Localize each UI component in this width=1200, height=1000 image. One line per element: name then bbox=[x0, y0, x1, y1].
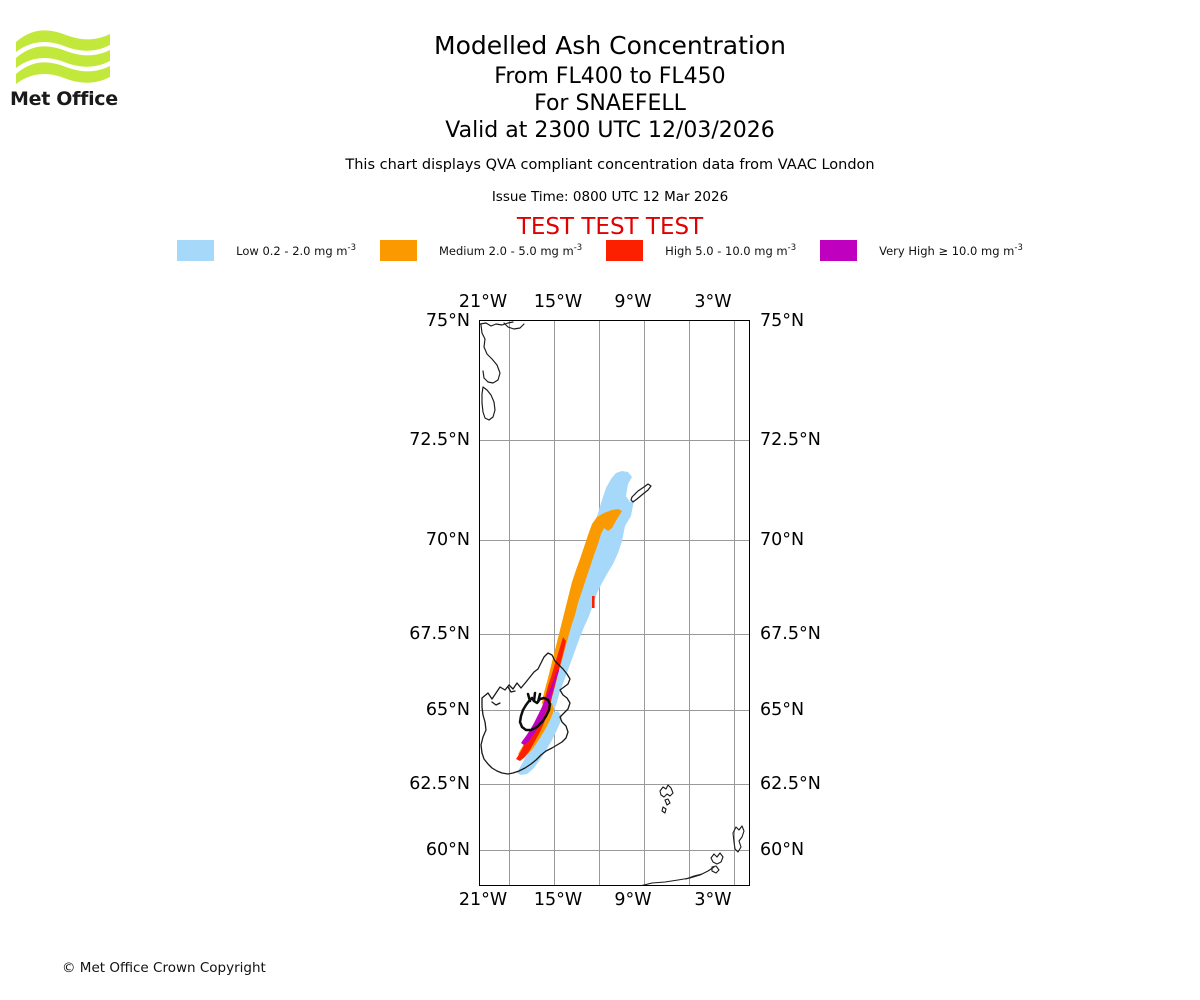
map-plot-area bbox=[479, 320, 750, 886]
legend-label-very-high: Very High ≥ 10.0 mg m-3 bbox=[879, 243, 1023, 258]
x-tick-top-3: 3°W bbox=[694, 292, 732, 312]
gridline-vertical bbox=[644, 321, 645, 885]
legend-item-high: High 5.0 - 10.0 mg m-3 bbox=[606, 240, 796, 261]
gridline-horizontal bbox=[480, 634, 749, 635]
legend-item-very-high: Very High ≥ 10.0 mg m-3 bbox=[820, 240, 1023, 261]
x-tick-top-0: 21°W bbox=[458, 292, 508, 312]
qva-note: This chart displays QVA compliant concen… bbox=[345, 157, 875, 173]
ash-contour-high bbox=[516, 637, 566, 761]
ash-contour-medium bbox=[542, 509, 622, 710]
ash-speck-high bbox=[592, 596, 595, 608]
legend-swatch-low bbox=[177, 240, 215, 261]
glacier-outline bbox=[518, 691, 552, 732]
x-tick-bottom-2: 9°W bbox=[614, 890, 652, 910]
y-tick-right-2: 70°N bbox=[760, 530, 805, 550]
coastline-faroe-islands bbox=[659, 784, 674, 814]
y-tick-right-5: 62.5°N bbox=[760, 774, 821, 794]
y-tick-right-6: 60°N bbox=[760, 840, 805, 860]
gridline-horizontal bbox=[480, 710, 749, 711]
y-tick-left-0: 75°N bbox=[425, 311, 470, 331]
y-tick-left-4: 65°N bbox=[425, 700, 470, 720]
flight-level-range: From FL400 to FL450 bbox=[494, 64, 726, 89]
volcano-name-line: For SNAEFELL bbox=[534, 91, 686, 116]
coastline-scotland bbox=[641, 852, 724, 885]
concentration-legend: Low 0.2 - 2.0 mg m-3 Medium 2.0 - 5.0 mg… bbox=[0, 240, 1200, 261]
issue-time: Issue Time: 0800 UTC 12 Mar 2026 bbox=[491, 189, 729, 205]
map-overlay bbox=[480, 321, 745, 885]
legend-swatch-high bbox=[606, 240, 644, 261]
y-tick-right-1: 72.5°N bbox=[760, 430, 821, 450]
met-office-logo-label: Met Office bbox=[10, 88, 118, 110]
x-tick-top-2: 9°W bbox=[614, 292, 652, 312]
ash-contour-low-tail bbox=[517, 711, 562, 775]
x-tick-bottom-1: 15°W bbox=[533, 890, 583, 910]
gridline-vertical bbox=[689, 321, 690, 885]
coastline-greenland bbox=[480, 321, 525, 421]
copyright-notice: © Met Office Crown Copyright bbox=[62, 960, 266, 976]
y-tick-left-3: 67.5°N bbox=[409, 624, 470, 644]
legend-label-medium: Medium 2.0 - 5.0 mg m-3 bbox=[438, 243, 583, 258]
x-tick-top-1: 15°W bbox=[533, 292, 583, 312]
y-tick-right-4: 65°N bbox=[760, 700, 805, 720]
y-tick-left-5: 62.5°N bbox=[409, 774, 470, 794]
x-tick-bottom-0: 21°W bbox=[458, 890, 508, 910]
gridline-vertical bbox=[599, 321, 600, 885]
met-office-logo bbox=[14, 26, 126, 114]
y-tick-right-0: 75°N bbox=[760, 311, 805, 331]
gridline-vertical bbox=[554, 321, 555, 885]
legend-swatch-very-high bbox=[820, 240, 858, 261]
legend-label-high: High 5.0 - 10.0 mg m-3 bbox=[665, 243, 797, 258]
ash-contour-very-high bbox=[521, 669, 559, 745]
legend-swatch-medium bbox=[379, 240, 417, 261]
valid-time-line: Valid at 2300 UTC 12/03/2026 bbox=[445, 118, 775, 143]
legend-label-low: Low 0.2 - 2.0 mg m-3 bbox=[236, 243, 356, 258]
coastline-jan-mayen bbox=[630, 483, 652, 503]
page-title: Modelled Ash Concentration bbox=[434, 31, 786, 60]
gridline-horizontal bbox=[480, 850, 749, 851]
legend-item-medium: Medium 2.0 - 5.0 mg m-3 bbox=[379, 240, 583, 261]
coastline-iceland bbox=[480, 652, 571, 775]
legend-item-low: Low 0.2 - 2.0 mg m-3 bbox=[177, 240, 356, 261]
y-tick-right-3: 67.5°N bbox=[760, 624, 821, 644]
gridline-vertical bbox=[734, 321, 735, 885]
ash-contour-low bbox=[541, 471, 634, 726]
x-tick-bottom-3: 3°W bbox=[694, 890, 732, 910]
gridline-horizontal bbox=[480, 784, 749, 785]
y-tick-left-6: 60°N bbox=[425, 840, 470, 860]
y-tick-left-2: 70°N bbox=[425, 530, 470, 550]
coastline-shetland bbox=[732, 825, 745, 853]
gridline-vertical bbox=[509, 321, 510, 885]
test-banner: TEST TEST TEST bbox=[516, 214, 704, 240]
gridline-horizontal bbox=[480, 440, 749, 441]
y-tick-left-1: 72.5°N bbox=[409, 430, 470, 450]
